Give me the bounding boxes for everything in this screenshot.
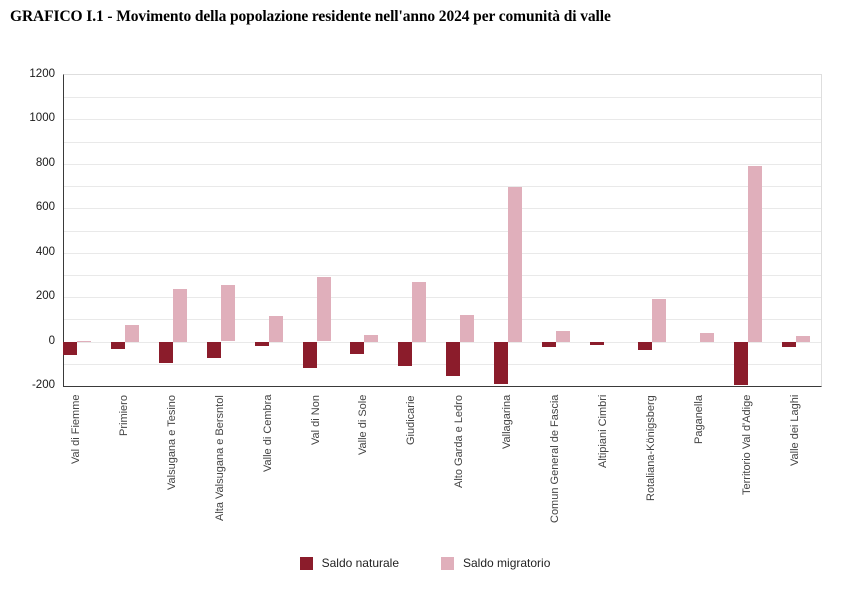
chart-title: GRAFICO I.1 - Movimento della popolazion…: [10, 8, 611, 25]
gridline: [64, 186, 821, 188]
x-category-label: Valle dei Laghi: [788, 395, 801, 467]
chart-legend: Saldo naturale Saldo migratorio: [0, 556, 850, 570]
bar-saldo-naturale: [63, 341, 77, 355]
gridline: [64, 297, 821, 299]
gridline: [64, 252, 821, 254]
gridline: [64, 141, 821, 143]
y-tick-label: -200: [31, 379, 55, 391]
bar-saldo-naturale: [350, 341, 365, 354]
plot-area: [63, 74, 822, 387]
x-category-label: Giudicarie: [405, 395, 418, 445]
bar-saldo-migratorio: [172, 289, 187, 342]
bar-saldo-migratorio: [268, 316, 283, 342]
bar-saldo-naturale: [398, 341, 413, 366]
bar-saldo-migratorio: [508, 187, 523, 342]
gridline: [64, 363, 821, 365]
bar-saldo-migratorio: [699, 332, 714, 342]
x-category-label: Territorio Val d'Adige: [740, 395, 753, 496]
bar-saldo-migratorio: [460, 314, 475, 342]
bar-saldo-migratorio: [747, 166, 762, 342]
bar-saldo-migratorio: [316, 277, 331, 342]
x-category-label: Paganella: [692, 395, 705, 444]
y-tick-label: 1000: [29, 112, 55, 125]
y-tick-label: 800: [35, 156, 55, 169]
y-tick-label: 600: [35, 201, 55, 214]
y-tick-label: 1200: [29, 68, 55, 80]
bar-saldo-naturale: [302, 341, 317, 369]
bar-saldo-naturale: [158, 341, 173, 363]
gridline: [64, 208, 821, 210]
gridline: [64, 119, 821, 121]
gridline: [64, 230, 821, 232]
bar-saldo-naturale: [206, 341, 221, 359]
bar-saldo-migratorio: [124, 324, 139, 342]
x-category-label: Alta Valsugana e Bersntol: [213, 395, 226, 521]
gridline: [64, 341, 821, 343]
x-category-label: Valle di Sole: [357, 395, 370, 456]
bar-saldo-migratorio: [651, 299, 666, 342]
bar-saldo-naturale: [733, 341, 748, 385]
gridline: [64, 97, 821, 99]
x-category-label: Vallagarina: [501, 395, 514, 450]
gridline: [64, 163, 821, 165]
x-category-label: Alto Garda e Ledro: [453, 395, 466, 488]
legend-label: Saldo naturale: [321, 556, 399, 570]
bar-saldo-naturale: [110, 341, 125, 350]
bar-saldo-naturale: [446, 341, 461, 376]
bar-saldo-migratorio: [412, 281, 427, 342]
x-category-label: Valle di Cembra: [261, 395, 274, 473]
bar-saldo-migratorio: [77, 340, 91, 342]
x-category-label: Val di Non: [309, 395, 322, 445]
legend-item: Saldo migratorio: [441, 556, 550, 570]
y-tick-label: 0: [48, 334, 55, 347]
legend-item: Saldo naturale: [299, 556, 399, 570]
bar-saldo-migratorio: [220, 284, 235, 342]
x-category-label: Valsugana e Tesino: [165, 395, 178, 490]
y-tick-label: 400: [35, 245, 55, 258]
legend-label: Saldo migratorio: [463, 556, 551, 570]
x-category-label: Primiero: [117, 395, 130, 436]
legend-swatch-icon: [441, 556, 454, 570]
bar-saldo-naturale: [589, 341, 604, 345]
x-category-label: Altipiani Cimbri: [596, 395, 609, 469]
legend-swatch-icon: [299, 556, 313, 570]
bar-saldo-migratorio: [556, 330, 570, 342]
bar-saldo-naturale: [494, 341, 509, 384]
gridline: [64, 319, 821, 321]
bar-saldo-naturale: [254, 341, 269, 346]
gridline: [64, 274, 821, 276]
bar-saldo-migratorio: [364, 334, 379, 342]
bar-saldo-naturale: [637, 341, 652, 351]
x-category-label: Comun General de Fascia: [549, 395, 561, 524]
x-category-label: Rotaliana-Königsberg: [644, 395, 657, 501]
y-tick-label: 200: [35, 290, 55, 303]
bar-saldo-naturale: [542, 341, 556, 348]
bar-saldo-migratorio: [795, 336, 810, 342]
x-category-label: Val di Fiemme: [70, 395, 82, 465]
bar-saldo-naturale: [781, 341, 796, 348]
